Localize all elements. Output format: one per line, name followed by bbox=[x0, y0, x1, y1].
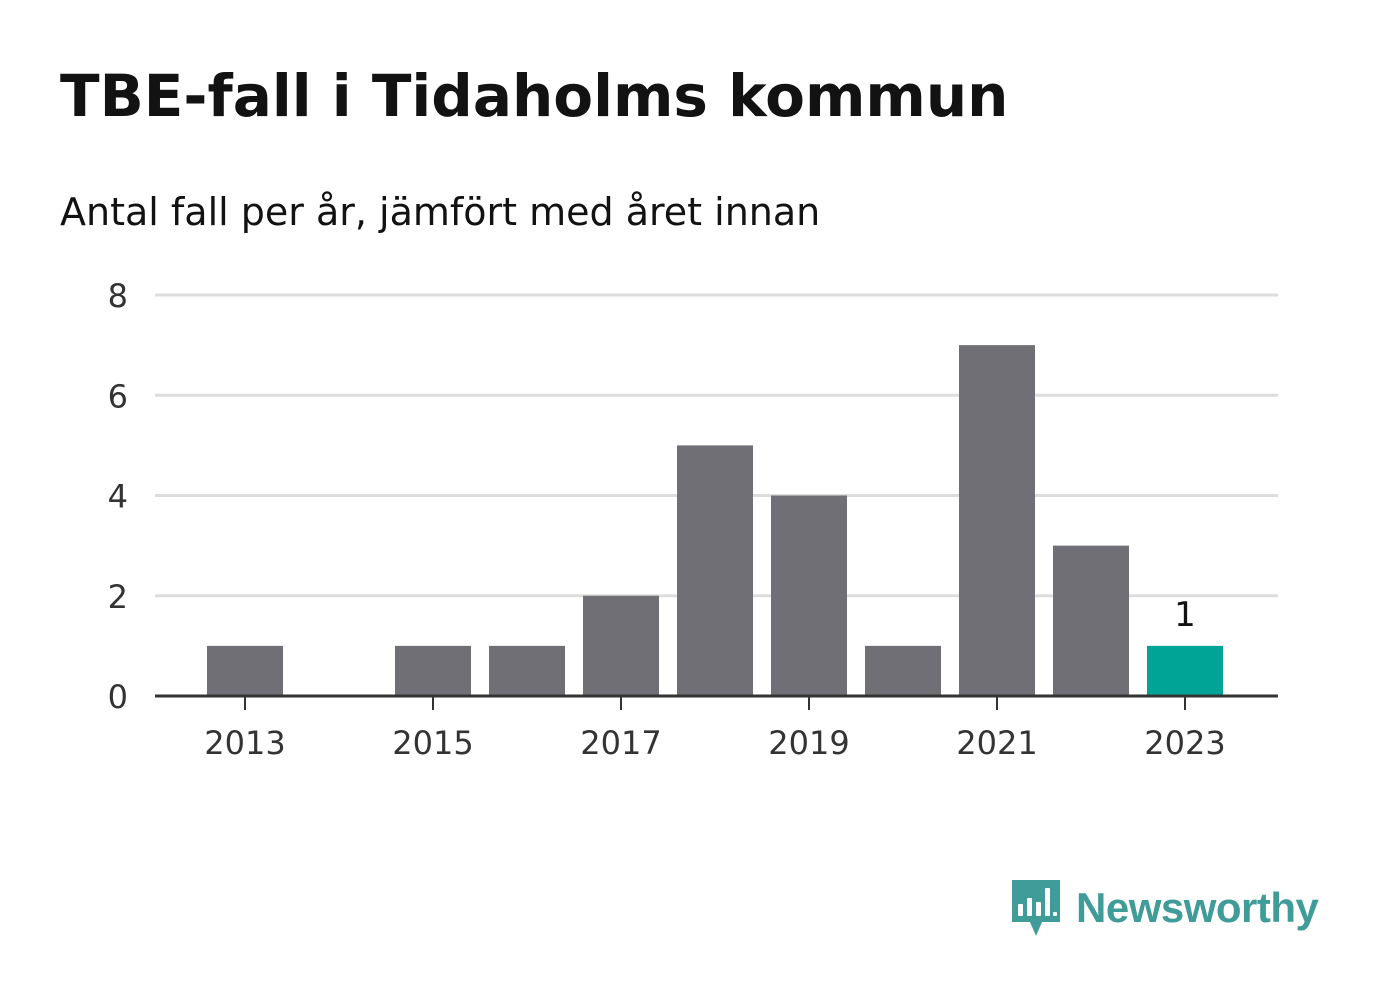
bar-chart-speech-bubble-icon bbox=[1012, 880, 1060, 936]
bar-2016 bbox=[489, 645, 565, 696]
bar-2023 bbox=[1147, 645, 1223, 696]
x-tick-label: 2015 bbox=[392, 724, 473, 762]
axes bbox=[155, 694, 1278, 710]
chart-title: TBE-fall i Tidaholms kommun bbox=[60, 62, 1009, 130]
bar-2013 bbox=[207, 645, 283, 696]
bar-2017 bbox=[583, 595, 659, 696]
y-tick-label: 0 bbox=[108, 678, 128, 716]
bar-2020 bbox=[865, 645, 941, 696]
x-tick-label: 2021 bbox=[956, 724, 1037, 762]
y-tick-label: 8 bbox=[108, 277, 128, 315]
tick-labels: 0 2 4 6 8 1 2013 2015 2017 2019 2021 2023 bbox=[108, 277, 1226, 762]
brand-name: Newsworthy bbox=[1076, 884, 1319, 931]
x-tick-label: 2017 bbox=[580, 724, 661, 762]
chart-subtitle: Antal fall per år, jämfört med året inna… bbox=[60, 190, 821, 234]
x-tick-label: 2019 bbox=[768, 724, 849, 762]
newsworthy-logo: Newsworthy bbox=[1010, 878, 1319, 938]
data-label: 1 bbox=[1174, 595, 1196, 635]
y-tick-label: 2 bbox=[108, 578, 128, 616]
x-tick-label: 2023 bbox=[1144, 724, 1225, 762]
y-tick-label: 4 bbox=[108, 478, 128, 516]
x-tick-label: 2013 bbox=[204, 724, 285, 762]
bar-2022 bbox=[1053, 545, 1129, 696]
bar-2021 bbox=[959, 345, 1035, 696]
bar-2015 bbox=[395, 645, 471, 696]
bars bbox=[207, 345, 1223, 696]
bar-2019 bbox=[771, 495, 847, 696]
bar-2018 bbox=[677, 445, 753, 696]
y-tick-label: 6 bbox=[108, 377, 128, 415]
